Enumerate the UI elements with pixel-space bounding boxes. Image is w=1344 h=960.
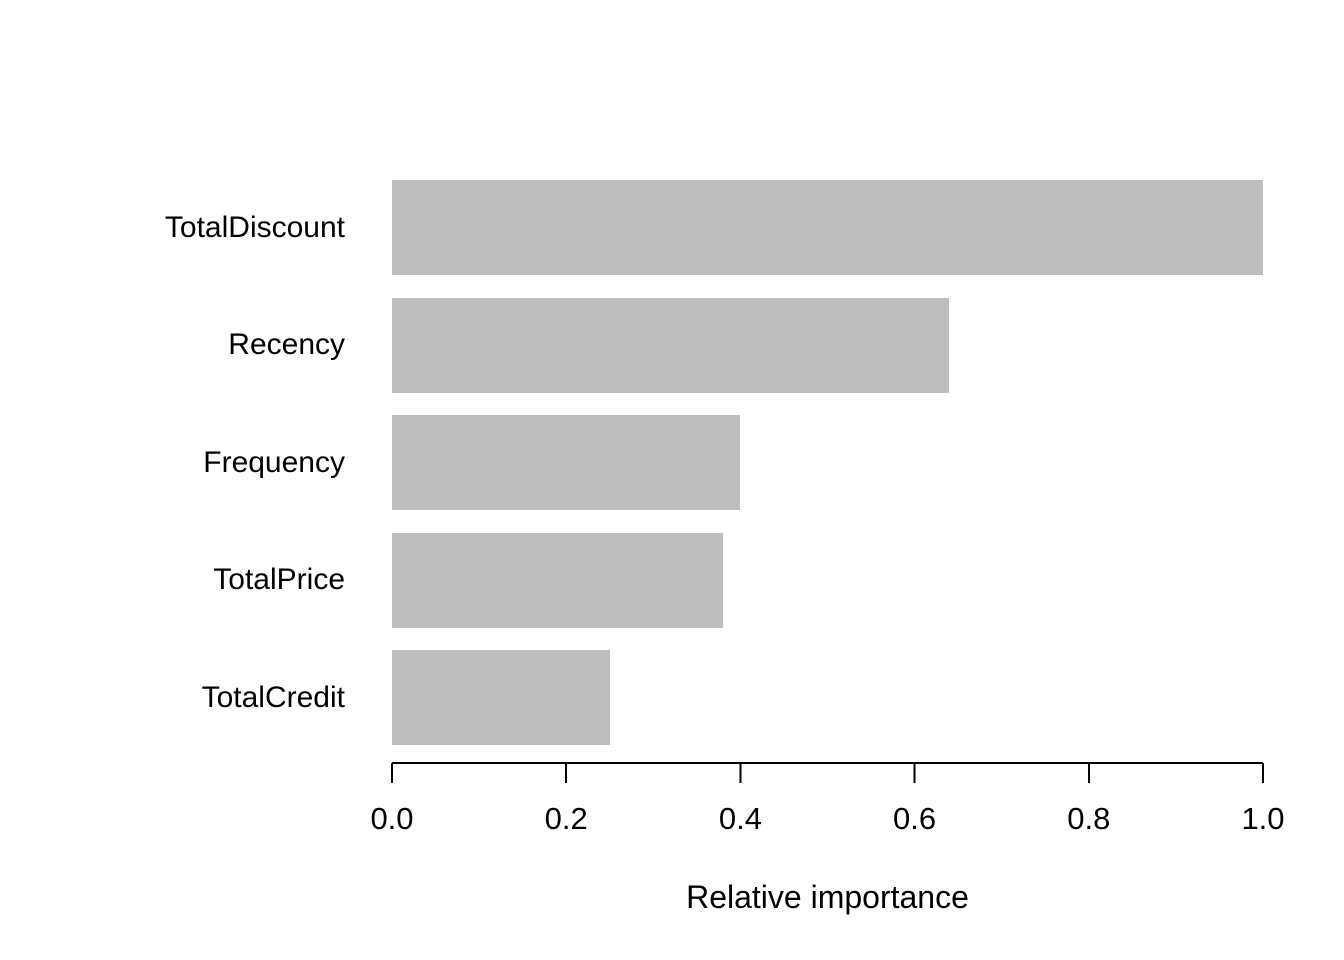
bar-totalcredit <box>392 650 610 745</box>
category-label-recency: Recency <box>228 328 345 361</box>
bar-totalprice <box>392 532 723 628</box>
x-axis-line-and-ticks <box>391 762 1264 783</box>
category-label-totaldiscount: TotalDiscount <box>164 210 345 244</box>
bar-frequency <box>392 415 741 510</box>
category-label-totalprice: TotalPrice <box>213 563 345 596</box>
x-tick-label-1.0: 1.0 <box>1241 801 1285 836</box>
x-tick-label-0.4: 0.4 <box>718 801 762 836</box>
bar-totaldiscount <box>392 180 1263 275</box>
x-tick-label-0.2: 0.2 <box>544 801 588 836</box>
x-tick-label-0.8: 0.8 <box>1067 801 1111 836</box>
category-label-totalcredit: TotalCredit <box>201 680 345 714</box>
x-axis-title: Relative importance <box>686 879 969 915</box>
x-tick-label-0.0: 0.0 <box>370 801 414 836</box>
category-label-frequency: Frequency <box>203 445 345 479</box>
bar-recency <box>392 297 950 393</box>
x-tick-label-0.6: 0.6 <box>893 801 937 836</box>
